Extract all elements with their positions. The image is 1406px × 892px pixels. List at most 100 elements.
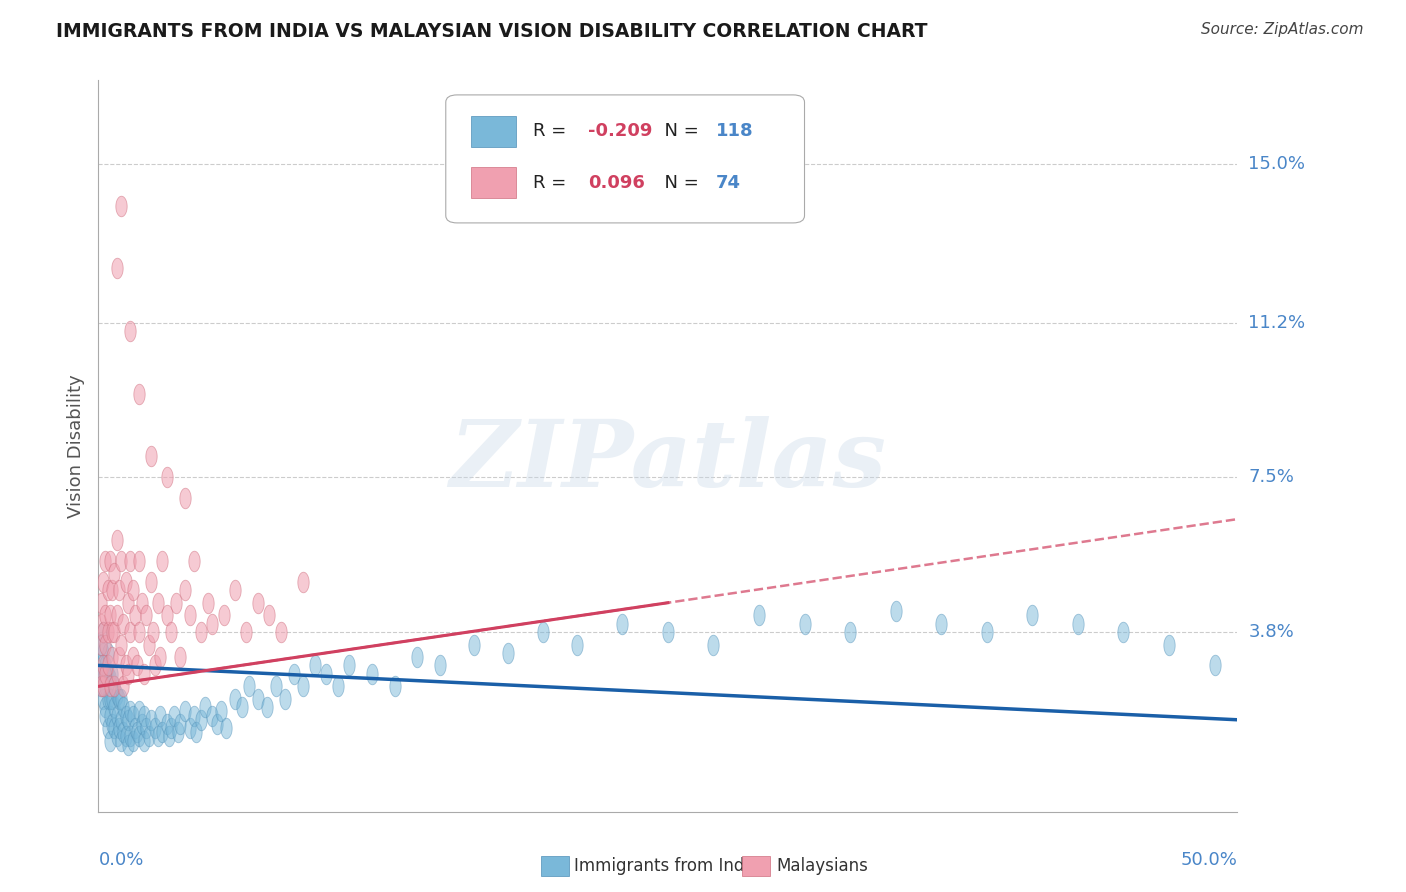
- Point: [128, 625, 150, 640]
- Point: [131, 596, 153, 610]
- Point: [98, 608, 121, 623]
- Point: [103, 679, 125, 693]
- Point: [190, 713, 212, 727]
- Point: [128, 705, 150, 719]
- Point: [238, 679, 260, 693]
- Point: [105, 688, 128, 702]
- Point: [256, 700, 278, 714]
- Point: [91, 666, 114, 681]
- Point: [246, 691, 269, 706]
- Point: [91, 691, 114, 706]
- Point: [98, 671, 121, 685]
- Point: [209, 705, 232, 719]
- Point: [194, 700, 217, 714]
- Point: [156, 717, 179, 731]
- Point: [929, 616, 952, 631]
- Point: [135, 608, 157, 623]
- Point: [105, 533, 128, 547]
- Point: [103, 679, 125, 693]
- Point: [91, 646, 114, 660]
- Point: [839, 625, 862, 640]
- Point: [793, 616, 815, 631]
- Point: [108, 650, 131, 665]
- Point: [96, 666, 118, 681]
- Point: [215, 721, 238, 735]
- Point: [114, 574, 136, 589]
- Point: [127, 725, 149, 739]
- Point: [142, 625, 165, 640]
- Point: [124, 608, 146, 623]
- Point: [117, 666, 139, 681]
- Point: [94, 608, 117, 623]
- Point: [165, 596, 187, 610]
- Point: [110, 733, 132, 747]
- Point: [103, 721, 125, 735]
- Point: [190, 625, 212, 640]
- Point: [108, 691, 131, 706]
- Text: ZIPatlas: ZIPatlas: [450, 416, 886, 506]
- Point: [96, 646, 118, 660]
- Point: [121, 650, 143, 665]
- Point: [315, 666, 337, 681]
- Point: [90, 638, 112, 652]
- Point: [132, 733, 155, 747]
- Point: [292, 574, 315, 589]
- Point: [112, 725, 135, 739]
- Text: 0.096: 0.096: [588, 174, 645, 192]
- Point: [120, 730, 142, 744]
- Point: [179, 608, 201, 623]
- Text: N =: N =: [652, 174, 704, 192]
- Point: [132, 666, 155, 681]
- Point: [205, 717, 228, 731]
- Point: [114, 708, 136, 723]
- Text: Malaysians: Malaysians: [776, 857, 868, 875]
- Point: [179, 721, 201, 735]
- Point: [150, 554, 173, 568]
- Text: Immigrants from India: Immigrants from India: [574, 857, 759, 875]
- Point: [283, 666, 305, 681]
- Point: [128, 386, 150, 401]
- Point: [146, 730, 169, 744]
- Point: [105, 666, 128, 681]
- Y-axis label: Vision Disability: Vision Disability: [66, 374, 84, 518]
- Point: [138, 638, 160, 652]
- Point: [98, 708, 121, 723]
- Point: [110, 638, 132, 652]
- Point: [96, 583, 118, 598]
- Point: [103, 625, 125, 640]
- Point: [169, 717, 191, 731]
- Point: [105, 708, 128, 723]
- Point: [91, 574, 114, 589]
- Point: [91, 625, 114, 640]
- Point: [101, 666, 124, 681]
- Point: [96, 691, 118, 706]
- Point: [101, 717, 124, 731]
- Point: [235, 625, 257, 640]
- Point: [94, 658, 117, 673]
- Point: [149, 708, 172, 723]
- Point: [160, 625, 183, 640]
- Point: [145, 721, 167, 735]
- Point: [201, 708, 224, 723]
- Point: [360, 666, 382, 681]
- Point: [976, 625, 998, 640]
- Text: 0.0%: 0.0%: [98, 851, 143, 869]
- Point: [94, 708, 117, 723]
- Point: [132, 708, 155, 723]
- Text: 3.8%: 3.8%: [1249, 623, 1294, 641]
- Point: [139, 713, 162, 727]
- Point: [212, 608, 235, 623]
- Text: 50.0%: 50.0%: [1181, 851, 1237, 869]
- Point: [183, 708, 205, 723]
- Point: [657, 625, 679, 640]
- Point: [98, 554, 121, 568]
- Point: [146, 596, 169, 610]
- Point: [114, 730, 136, 744]
- Point: [110, 554, 132, 568]
- Point: [105, 608, 128, 623]
- Point: [90, 638, 112, 652]
- Point: [110, 691, 132, 706]
- Text: 74: 74: [716, 174, 741, 192]
- Point: [167, 725, 190, 739]
- Text: Source: ZipAtlas.com: Source: ZipAtlas.com: [1201, 22, 1364, 37]
